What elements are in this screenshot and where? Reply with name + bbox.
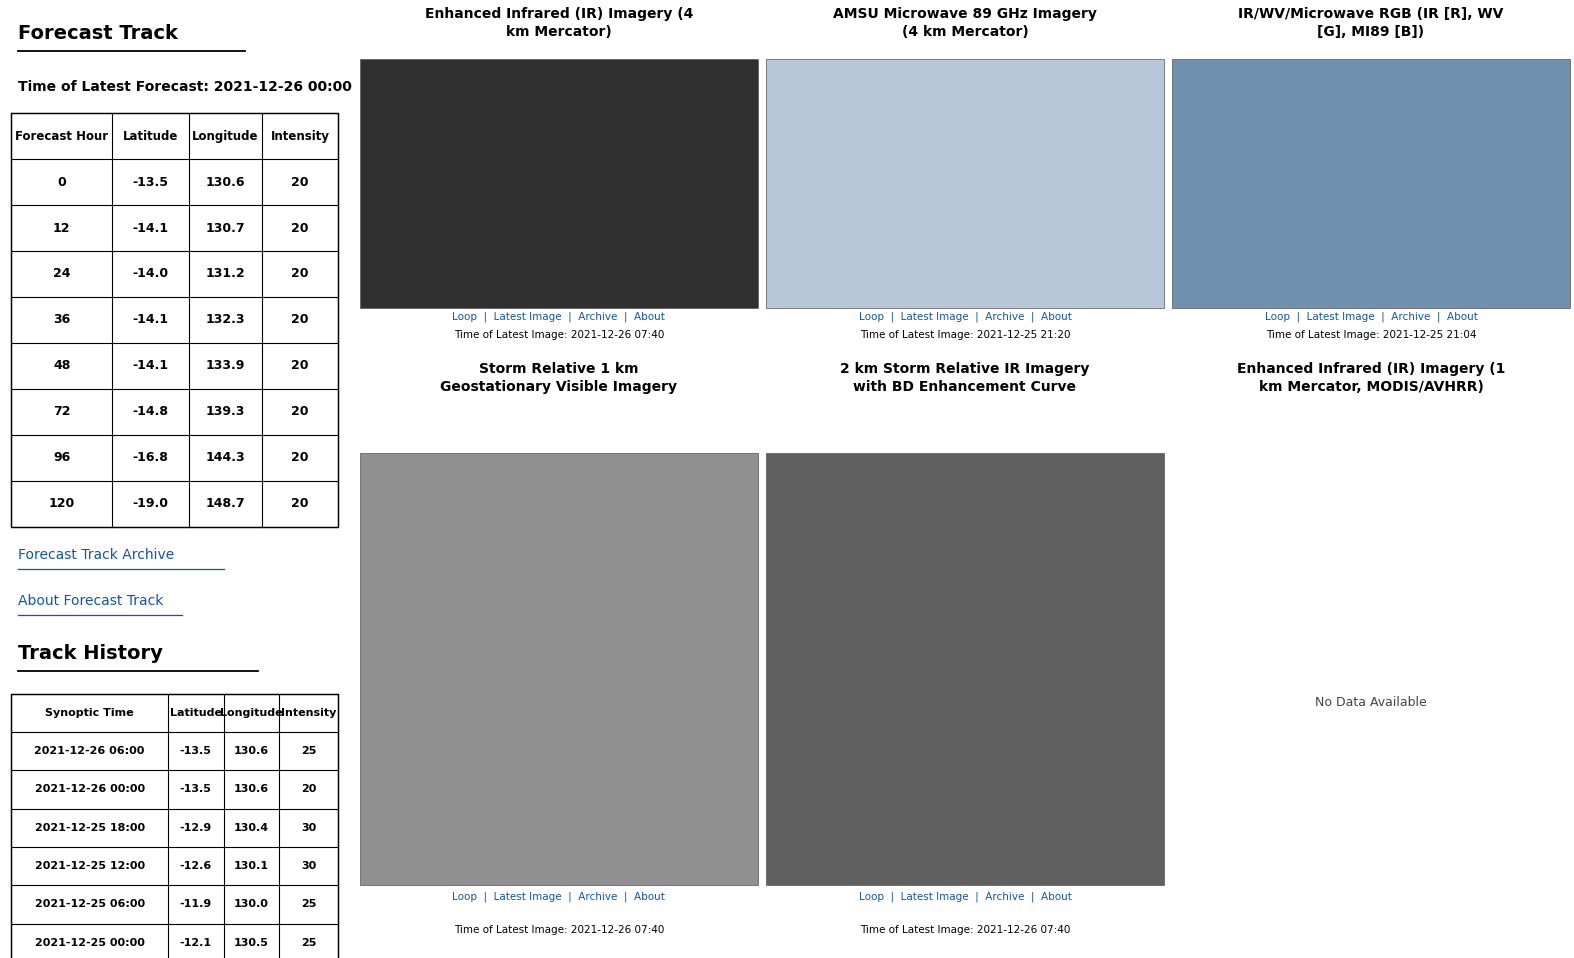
Text: AMSU Microwave 89 GHz Imagery
(4 km Mercator): AMSU Microwave 89 GHz Imagery (4 km Merc… xyxy=(833,7,1097,39)
Text: 2 km Storm Relative IR Imagery
with BD Enhancement Curve: 2 km Storm Relative IR Imagery with BD E… xyxy=(841,362,1089,395)
Text: 130.0: 130.0 xyxy=(235,900,269,909)
Text: Forecast Track Archive: Forecast Track Archive xyxy=(19,548,175,562)
Text: 30: 30 xyxy=(301,823,316,833)
Text: -12.1: -12.1 xyxy=(179,938,212,947)
Text: 20: 20 xyxy=(291,359,309,373)
Text: Time of Latest Image: 2021-12-26 07:40: Time of Latest Image: 2021-12-26 07:40 xyxy=(453,924,664,935)
Bar xyxy=(360,59,757,308)
Text: -14.8: -14.8 xyxy=(132,405,168,419)
Text: Loop  |  Latest Image  |  Archive  |  About: Loop | Latest Image | Archive | About xyxy=(452,891,666,901)
Text: -12.9: -12.9 xyxy=(179,823,212,833)
Text: Longitude: Longitude xyxy=(192,129,258,143)
Text: 20: 20 xyxy=(291,497,309,511)
Bar xyxy=(767,453,1163,885)
Text: Synoptic Time: Synoptic Time xyxy=(46,708,134,718)
Text: 148.7: 148.7 xyxy=(206,497,246,511)
Text: 2021-12-25 18:00: 2021-12-25 18:00 xyxy=(35,823,145,833)
Text: 139.3: 139.3 xyxy=(206,405,246,419)
Text: 25: 25 xyxy=(301,746,316,756)
Text: Time of Latest Image: 2021-12-26 07:40: Time of Latest Image: 2021-12-26 07:40 xyxy=(859,924,1070,935)
Bar xyxy=(360,453,757,885)
Text: -14.0: -14.0 xyxy=(132,267,168,281)
Text: -12.6: -12.6 xyxy=(179,861,212,871)
Text: 130.7: 130.7 xyxy=(206,221,246,235)
Text: Time of Latest Image: 2021-12-25 21:20: Time of Latest Image: 2021-12-25 21:20 xyxy=(859,331,1070,340)
Text: -14.1: -14.1 xyxy=(132,313,168,327)
Text: -13.5: -13.5 xyxy=(132,175,168,189)
Text: Loop  |  Latest Image  |  Archive  |  About: Loop | Latest Image | Archive | About xyxy=(858,311,1072,322)
Text: About Forecast Track: About Forecast Track xyxy=(19,594,164,608)
Text: -14.1: -14.1 xyxy=(132,221,168,235)
Text: 20: 20 xyxy=(291,451,309,465)
Text: 20: 20 xyxy=(291,221,309,235)
Text: 144.3: 144.3 xyxy=(206,451,246,465)
Text: 131.2: 131.2 xyxy=(206,267,246,281)
Text: -13.5: -13.5 xyxy=(179,746,212,756)
Bar xyxy=(11,694,338,958)
Bar xyxy=(11,113,338,527)
Text: Forecast Track: Forecast Track xyxy=(19,24,178,43)
Text: 130.6: 130.6 xyxy=(235,785,269,794)
Text: No Data Available: No Data Available xyxy=(1316,696,1428,709)
Bar xyxy=(767,59,1163,308)
Text: Longitude: Longitude xyxy=(220,708,283,718)
Text: -14.1: -14.1 xyxy=(132,359,168,373)
Text: Time of Latest Image: 2021-12-25 21:04: Time of Latest Image: 2021-12-25 21:04 xyxy=(1265,331,1476,340)
Text: Enhanced Infrared (IR) Imagery (1
km Mercator, MODIS/AVHRR): Enhanced Infrared (IR) Imagery (1 km Mer… xyxy=(1237,362,1505,395)
Text: 20: 20 xyxy=(291,405,309,419)
Text: 20: 20 xyxy=(301,785,316,794)
Text: 2021-12-26 06:00: 2021-12-26 06:00 xyxy=(35,746,145,756)
Text: 25: 25 xyxy=(301,900,316,909)
Text: Loop  |  Latest Image  |  Archive  |  About: Loop | Latest Image | Archive | About xyxy=(1264,311,1478,322)
Text: 2021-12-25 06:00: 2021-12-25 06:00 xyxy=(35,900,145,909)
Text: Time of Latest Image: 2021-12-26 07:40: Time of Latest Image: 2021-12-26 07:40 xyxy=(453,331,664,340)
Text: 0: 0 xyxy=(57,175,66,189)
Text: IR/WV/Microwave RGB (IR [R], WV
[G], MI89 [B]): IR/WV/Microwave RGB (IR [R], WV [G], MI8… xyxy=(1239,7,1503,39)
Text: 130.6: 130.6 xyxy=(235,746,269,756)
Text: 12: 12 xyxy=(54,221,71,235)
Text: Forecast Hour: Forecast Hour xyxy=(16,129,109,143)
Text: 96: 96 xyxy=(54,451,71,465)
Text: Enhanced Infrared (IR) Imagery (4
km Mercator): Enhanced Infrared (IR) Imagery (4 km Mer… xyxy=(425,7,693,39)
Text: 2021-12-26 00:00: 2021-12-26 00:00 xyxy=(35,785,145,794)
Text: 25: 25 xyxy=(301,938,316,947)
Text: Track History: Track History xyxy=(19,644,164,663)
Text: Time of Latest Forecast: 2021-12-26 00:00: Time of Latest Forecast: 2021-12-26 00:0… xyxy=(19,80,353,94)
Text: 130.1: 130.1 xyxy=(235,861,269,871)
Text: 24: 24 xyxy=(54,267,71,281)
Text: 2021-12-25 00:00: 2021-12-25 00:00 xyxy=(35,938,145,947)
Text: Intensity: Intensity xyxy=(271,129,329,143)
Text: 20: 20 xyxy=(291,175,309,189)
Text: -16.8: -16.8 xyxy=(132,451,168,465)
Text: 2021-12-25 12:00: 2021-12-25 12:00 xyxy=(35,861,145,871)
Text: 48: 48 xyxy=(54,359,71,373)
Text: 72: 72 xyxy=(54,405,71,419)
Text: 130.5: 130.5 xyxy=(235,938,269,947)
Text: 30: 30 xyxy=(301,861,316,871)
Text: 132.3: 132.3 xyxy=(206,313,246,327)
Text: Storm Relative 1 km
Geostationary Visible Imagery: Storm Relative 1 km Geostationary Visibl… xyxy=(441,362,677,395)
Text: 20: 20 xyxy=(291,267,309,281)
Bar xyxy=(11,694,338,958)
Text: 36: 36 xyxy=(54,313,71,327)
Text: Intensity: Intensity xyxy=(282,708,337,718)
Bar xyxy=(11,113,338,527)
Text: -19.0: -19.0 xyxy=(132,497,168,511)
Text: 130.6: 130.6 xyxy=(206,175,246,189)
Text: Latitude: Latitude xyxy=(123,129,178,143)
Text: 133.9: 133.9 xyxy=(206,359,246,373)
Text: -13.5: -13.5 xyxy=(179,785,212,794)
Bar xyxy=(1173,59,1569,308)
Text: Loop  |  Latest Image  |  Archive  |  About: Loop | Latest Image | Archive | About xyxy=(452,311,666,322)
Text: 120: 120 xyxy=(49,497,76,511)
Text: 20: 20 xyxy=(291,313,309,327)
Text: Loop  |  Latest Image  |  Archive  |  About: Loop | Latest Image | Archive | About xyxy=(858,891,1072,901)
Text: 130.4: 130.4 xyxy=(235,823,269,833)
Text: Latitude: Latitude xyxy=(170,708,222,718)
Text: -11.9: -11.9 xyxy=(179,900,212,909)
